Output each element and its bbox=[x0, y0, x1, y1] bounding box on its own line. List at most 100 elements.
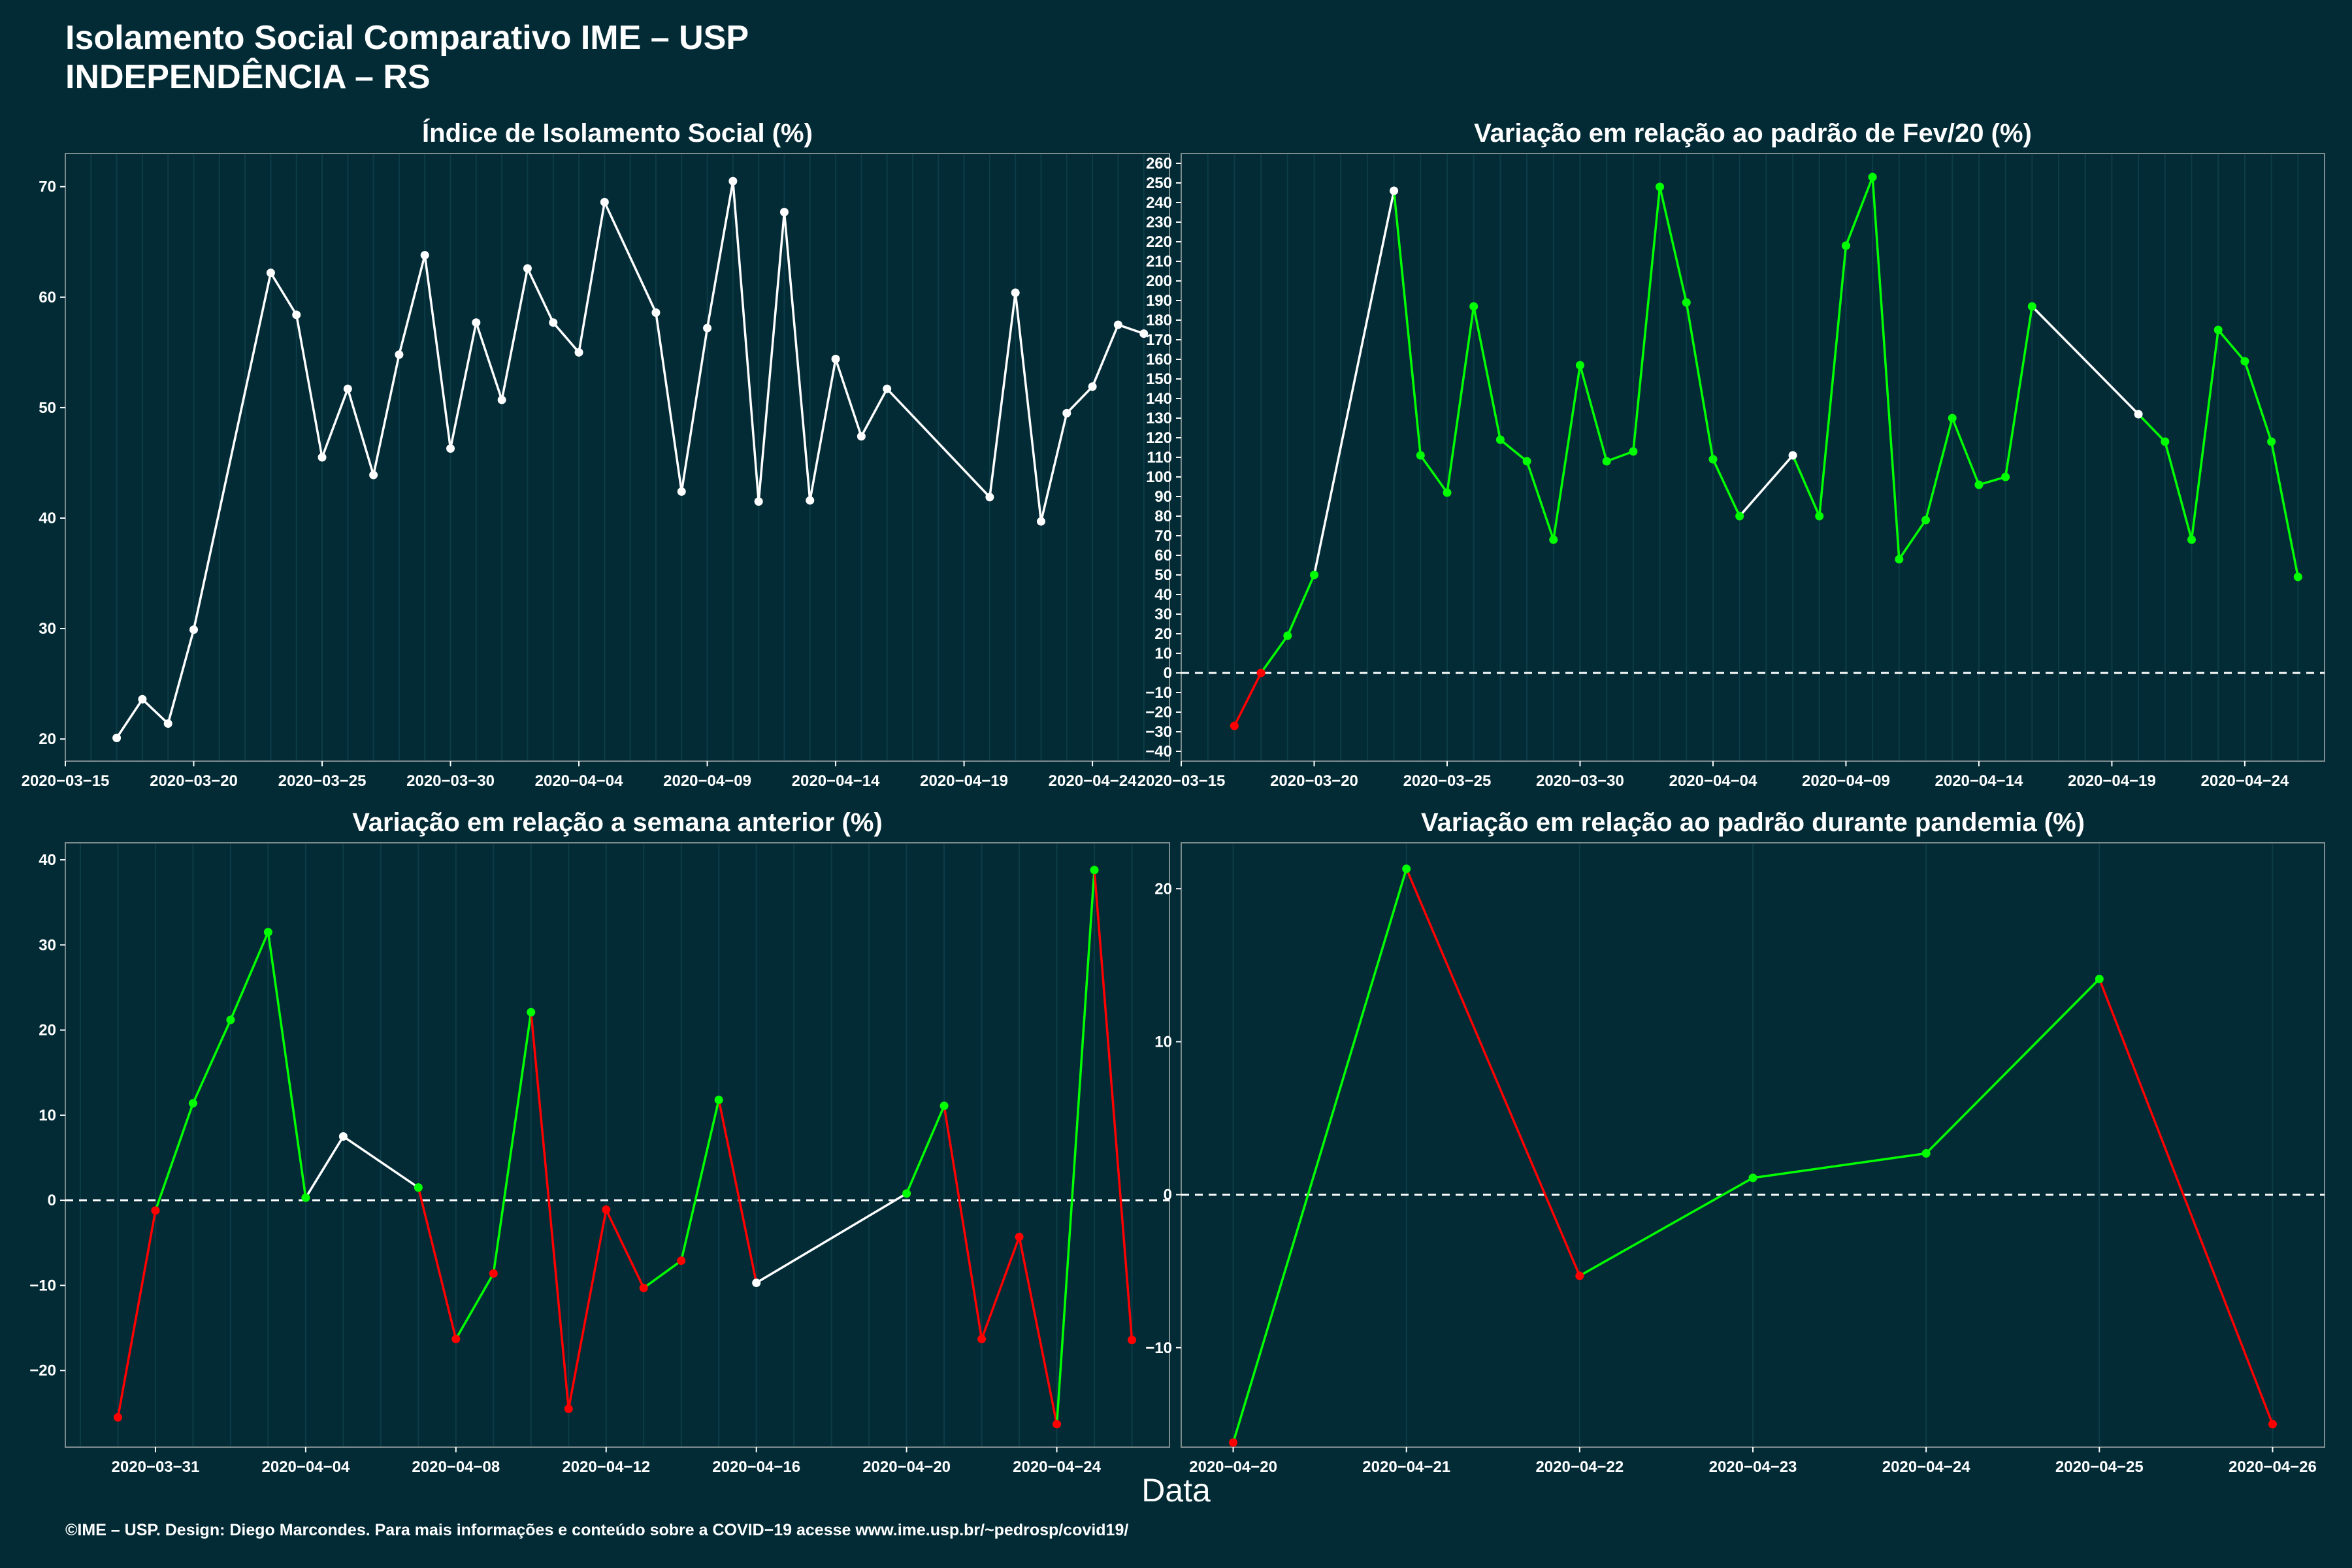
y-tick-label: 40 bbox=[1154, 586, 1172, 604]
chart-panel-4: Variação em relação ao padrão durante pa… bbox=[1145, 808, 2325, 1476]
data-point bbox=[2134, 410, 2143, 419]
data-point bbox=[549, 318, 558, 327]
series-segment bbox=[1260, 634, 1289, 674]
series-segment bbox=[398, 255, 426, 355]
y-tick-label: 30 bbox=[39, 620, 56, 638]
data-point bbox=[2187, 535, 2197, 544]
data-point bbox=[138, 694, 147, 704]
series-segment bbox=[2031, 305, 2140, 416]
data-point bbox=[1053, 1420, 1062, 1429]
series-segment bbox=[1039, 412, 1068, 522]
data-point bbox=[451, 1335, 461, 1344]
series-segment bbox=[2217, 329, 2246, 363]
series-segment bbox=[526, 268, 555, 323]
y-tick-label: −30 bbox=[1145, 723, 1172, 741]
y-tick-label: 0 bbox=[1164, 1186, 1172, 1204]
y-tick-label: 200 bbox=[1146, 272, 1172, 290]
y-tick-label: 10 bbox=[1154, 645, 1172, 662]
y-tick-label: 40 bbox=[39, 510, 56, 527]
x-tick-label: 2020−04−16 bbox=[712, 1458, 800, 1476]
data-point bbox=[939, 1102, 949, 1111]
x-tick-label: 2020−04−20 bbox=[1189, 1458, 1277, 1476]
y-tick-label: 80 bbox=[1154, 508, 1172, 525]
data-point bbox=[527, 1007, 536, 1017]
data-point bbox=[1256, 668, 1266, 678]
x-tick-label: 2020−04−12 bbox=[562, 1458, 650, 1476]
data-point bbox=[1974, 480, 1984, 489]
data-point bbox=[651, 308, 661, 317]
series-segment bbox=[1419, 454, 1448, 494]
series-segment bbox=[1658, 186, 1688, 303]
series-segment bbox=[860, 388, 889, 437]
data-point bbox=[1128, 1335, 1137, 1345]
series-segment bbox=[500, 268, 529, 400]
data-point bbox=[1815, 512, 1824, 521]
x-tick-label: 2020−04−25 bbox=[2055, 1458, 2144, 1476]
x-tick-label: 2020−04−24 bbox=[1049, 772, 1137, 790]
data-point bbox=[1921, 1149, 1931, 1158]
series-segment bbox=[2137, 413, 2166, 443]
series-segment bbox=[680, 327, 709, 492]
data-point bbox=[226, 1015, 235, 1024]
data-point bbox=[728, 176, 738, 186]
data-point bbox=[1868, 172, 1877, 182]
series-segment bbox=[1091, 324, 1120, 387]
panel-title: Variação em relação ao padrão durante pa… bbox=[1421, 808, 2085, 837]
series-segment bbox=[1313, 190, 1396, 576]
data-point bbox=[1230, 721, 1239, 730]
series-segment bbox=[475, 322, 503, 400]
y-tick-label: 210 bbox=[1146, 253, 1172, 270]
data-point bbox=[1841, 241, 1850, 250]
series-segment bbox=[1405, 868, 1581, 1277]
series-segment bbox=[191, 1019, 232, 1104]
x-tick-label: 2020−04−19 bbox=[920, 772, 1008, 790]
series-segment bbox=[1552, 365, 1582, 540]
y-tick-label: −10 bbox=[29, 1277, 56, 1294]
chart-title-line1: Isolamento Social Comparativo IME – USP bbox=[65, 19, 749, 57]
data-point bbox=[1229, 1438, 1238, 1447]
x-tick-label: 2020−04−14 bbox=[792, 772, 880, 790]
data-point bbox=[1656, 182, 1665, 191]
x-tick-label: 2020−04−21 bbox=[1362, 1458, 1450, 1476]
series-segment bbox=[943, 1105, 983, 1339]
x-tick-label: 2020−03−31 bbox=[112, 1458, 200, 1476]
data-point bbox=[1309, 570, 1318, 580]
data-point bbox=[779, 208, 789, 217]
data-point bbox=[1549, 535, 1558, 544]
panel-title: Índice de Isolamento Social (%) bbox=[422, 118, 813, 148]
series-segment bbox=[2164, 441, 2193, 540]
series-segment bbox=[342, 1135, 419, 1189]
data-point bbox=[1895, 555, 1904, 564]
y-tick-label: 180 bbox=[1146, 312, 1172, 329]
data-point bbox=[1402, 864, 1411, 874]
series-segment bbox=[567, 1209, 608, 1409]
x-tick-label: 2020−04−22 bbox=[1535, 1458, 1624, 1476]
series-segment bbox=[1066, 385, 1094, 414]
data-point bbox=[414, 1183, 423, 1192]
data-point bbox=[857, 432, 866, 441]
data-point bbox=[564, 1404, 573, 1413]
data-point bbox=[977, 1335, 987, 1344]
data-point bbox=[1139, 329, 1149, 338]
data-point bbox=[1283, 631, 1292, 640]
series-segment bbox=[372, 354, 400, 476]
data-point bbox=[369, 470, 378, 480]
series-segment bbox=[980, 1236, 1021, 1340]
data-point bbox=[523, 264, 532, 273]
data-point bbox=[188, 1099, 197, 1108]
plot-area bbox=[1181, 153, 2325, 762]
series-segment bbox=[906, 1105, 945, 1194]
panel-title: Variação em relação a semana anterior (%… bbox=[352, 808, 883, 837]
y-tick-label: 0 bbox=[48, 1192, 56, 1209]
series-segment bbox=[680, 1100, 720, 1262]
chart-panel-2: Variação em relação ao padrão de Fev/20 … bbox=[1137, 119, 2325, 790]
data-point bbox=[2267, 437, 2276, 446]
data-point bbox=[1011, 288, 1020, 297]
plot-area bbox=[65, 842, 1170, 1448]
series-segment bbox=[229, 932, 270, 1021]
data-point bbox=[446, 444, 455, 453]
x-axis-label: Data bbox=[1141, 1472, 1211, 1509]
series-segment bbox=[1791, 455, 1821, 517]
series-segment bbox=[1925, 978, 2100, 1154]
